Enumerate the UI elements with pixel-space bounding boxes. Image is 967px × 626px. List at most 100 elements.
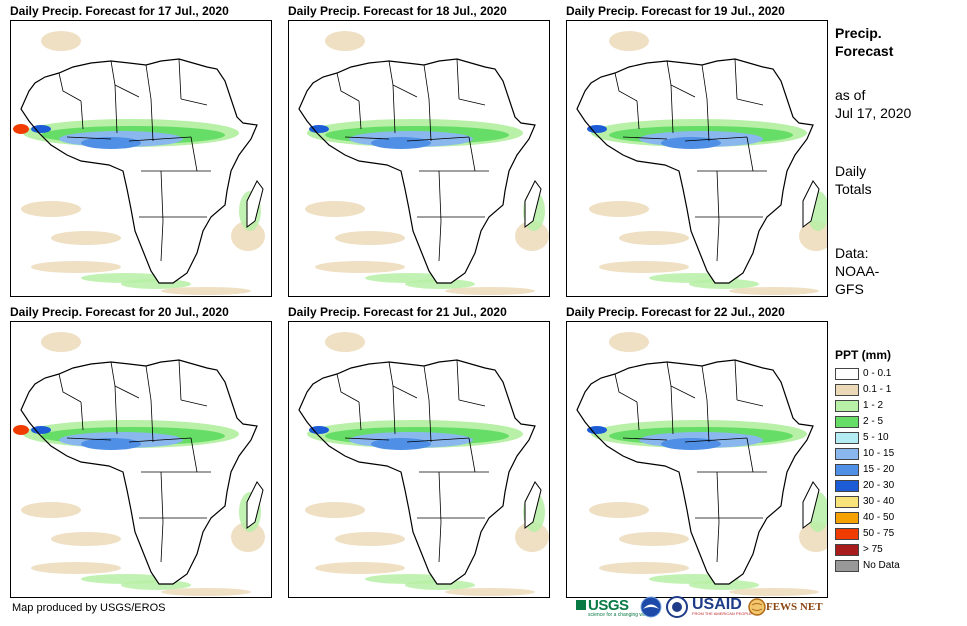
country-border: [190, 437, 198, 473]
rain-area: [589, 502, 649, 518]
rain-belt-heavy: [661, 438, 721, 450]
country-border: [336, 373, 360, 403]
rain-area: [231, 522, 265, 552]
legend-label: 20 - 30: [863, 480, 895, 491]
country-border: [458, 98, 486, 106]
country-border: [80, 100, 84, 130]
legend-swatch: [835, 384, 859, 396]
precip-map: [10, 321, 272, 598]
country-border: [614, 373, 638, 403]
rain-area: [689, 580, 759, 590]
country-border: [128, 437, 192, 443]
country-border: [438, 471, 442, 523]
legend-label: 10 - 15: [863, 448, 895, 459]
country-border: [160, 521, 164, 563]
country-border: [66, 437, 112, 441]
rain-area: [589, 201, 649, 217]
madagascar: [524, 481, 542, 529]
country-border: [456, 359, 460, 401]
usgs-icon: [576, 600, 586, 610]
legend-item: 50 - 75: [835, 527, 945, 543]
noaa-icon: [640, 596, 662, 618]
legend-label: 40 - 50: [863, 512, 895, 523]
country-border: [358, 401, 362, 431]
legend-swatch: [835, 544, 859, 556]
legend-swatch: [835, 464, 859, 476]
country-border: [110, 361, 140, 399]
usaid-logo: USAID FROM THE AMERICAN PEOPLE: [692, 596, 752, 616]
rain-area: [31, 261, 121, 273]
rain-area: [305, 502, 365, 518]
rain-area: [21, 502, 81, 518]
rain-belt-heavy: [661, 137, 721, 149]
rain-area: [121, 279, 191, 289]
rain-area: [445, 588, 535, 596]
rain-cell-west: [309, 125, 329, 133]
legend-label: 0 - 0.1: [863, 368, 892, 379]
coastline: [20, 58, 258, 284]
legend-item: > 75: [835, 543, 945, 559]
side-heading: Precip. Forecast: [835, 24, 893, 60]
precip-map: [566, 20, 828, 297]
rain-area: [41, 332, 81, 352]
legend: 0 - 0.1 0.1 - 1 1 - 2 2 - 5 5 - 10 10 - …: [835, 367, 945, 575]
country-border: [438, 521, 442, 563]
legend-swatch: [835, 400, 859, 412]
country-border: [428, 399, 432, 443]
country-border: [423, 64, 430, 100]
fewsnet-globe-icon: [748, 598, 766, 616]
country-border: [666, 60, 696, 98]
legend-item: 5 - 10: [835, 431, 945, 447]
country-border: [636, 401, 640, 431]
fewsnet-wordmark: FEWS NET: [766, 601, 823, 613]
country-border: [468, 136, 476, 172]
country-border: [160, 220, 164, 262]
asof-date: Jul 17, 2020: [835, 105, 912, 121]
panel-title: Daily Precip. Forecast for 19 Jul., 2020: [566, 4, 785, 18]
panel-title: Daily Precip. Forecast for 18 Jul., 2020: [288, 4, 507, 18]
usaid-tagline: FROM THE AMERICAN PEOPLE: [692, 611, 752, 616]
country-border: [160, 471, 164, 523]
rain-area: [619, 231, 689, 245]
country-border: [344, 437, 390, 441]
usgs-logo: USGS science for a changing world: [576, 597, 651, 618]
rain-area: [335, 532, 405, 546]
country-border: [392, 385, 396, 435]
madagascar: [246, 180, 264, 228]
country-border: [716, 170, 720, 222]
rain-area: [231, 221, 265, 251]
noaa-logo: [640, 596, 662, 623]
country-border: [670, 84, 674, 134]
rain-cell-west: [31, 426, 51, 434]
country-border: [178, 58, 182, 100]
country-border: [114, 84, 118, 134]
rain-area: [445, 287, 535, 295]
country-border: [178, 359, 182, 401]
rain-area: [51, 231, 121, 245]
country-border: [344, 136, 390, 140]
africa-landmass: [577, 59, 813, 283]
rain-area: [315, 562, 405, 574]
side-heading-line2: Forecast: [835, 43, 894, 59]
rain-area: [161, 287, 251, 295]
panel-title: Daily Precip. Forecast for 22 Jul., 2020: [566, 305, 785, 319]
precip-map: [288, 20, 550, 297]
madagascar: [524, 180, 542, 228]
precip-map: [566, 321, 828, 598]
country-border: [716, 471, 720, 523]
country-border: [736, 98, 764, 106]
rain-cell-west: [587, 426, 607, 434]
legend-swatch: [835, 496, 859, 508]
country-border: [388, 60, 418, 98]
rain-area: [31, 562, 121, 574]
legend-item: 20 - 30: [835, 479, 945, 495]
country-border: [706, 399, 710, 443]
rain-area: [689, 279, 759, 289]
africa-landmass: [21, 360, 257, 584]
legend-swatch: [835, 528, 859, 540]
country-border: [428, 98, 432, 142]
country-border: [746, 437, 754, 473]
forecast-panel-day5: Daily Precip. Forecast for 21 Jul., 2020: [288, 305, 550, 600]
data-line2: NOAA-: [835, 263, 880, 279]
rain-belt-heavy: [371, 137, 431, 149]
